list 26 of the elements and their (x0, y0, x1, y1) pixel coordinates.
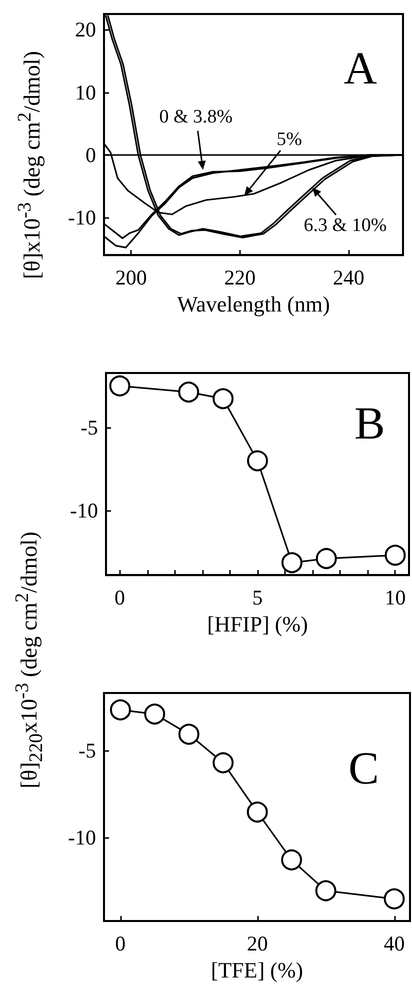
x-tick-label: 220 (224, 266, 256, 290)
x-tick-label: 40 (384, 932, 405, 956)
text: B (354, 398, 386, 448)
y-tick-label: -10 (68, 206, 96, 230)
text: C (348, 742, 380, 794)
x-tick-label: 10 (384, 586, 406, 610)
y-tick-label: -5 (80, 416, 98, 440)
y-tick-label: -5 (78, 738, 96, 762)
x-tick-label: 5 (252, 586, 263, 610)
annotation: 6.3 & 10% (304, 214, 387, 236)
x-axis-title: [HFIP] (%) (207, 612, 308, 636)
x-tick-label: 20 (246, 932, 268, 956)
y-tick-label: -10 (70, 498, 98, 522)
y-tick-label: 0 (86, 142, 96, 167)
annotation: 5% (276, 129, 302, 150)
x-axis-title: Wavelength (nm) (177, 292, 330, 316)
x-tick-label: 0 (114, 586, 126, 610)
y-tick-label: 20 (75, 18, 96, 42)
x-tick-label: 0 (115, 932, 126, 956)
y-tick-label: 10 (75, 80, 96, 104)
x-axis-title: [TFE] (%) (210, 957, 304, 982)
text: A (344, 42, 378, 94)
y-tick-label: -10 (68, 825, 96, 850)
x-tick-label: 200 (115, 266, 147, 290)
annotation: 0 & 3.8% (159, 106, 233, 128)
x-tick-label: 240 (332, 266, 364, 290)
